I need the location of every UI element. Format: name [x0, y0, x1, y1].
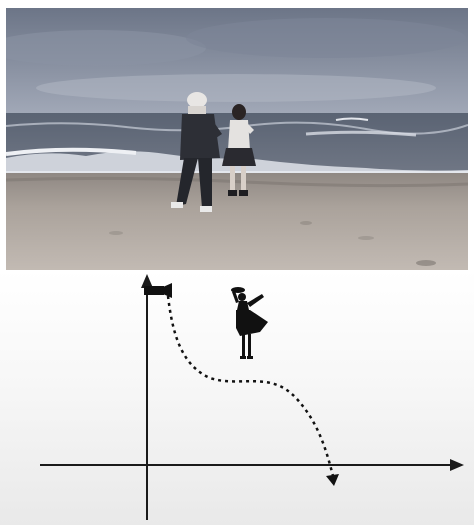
girl-silhouette-icon	[231, 287, 268, 359]
camera-path-arrowhead	[326, 474, 339, 486]
diagram-canvas	[40, 274, 464, 520]
sand	[6, 173, 468, 270]
camera-path-diagram	[0, 270, 474, 525]
person-girl	[222, 104, 256, 196]
beach-photo	[6, 8, 468, 270]
y-axis-arrowhead	[141, 274, 153, 288]
person-photographer	[171, 92, 222, 212]
x-axis-arrowhead	[450, 459, 464, 471]
beach-scene	[6, 8, 468, 270]
camera-icon	[144, 283, 172, 298]
